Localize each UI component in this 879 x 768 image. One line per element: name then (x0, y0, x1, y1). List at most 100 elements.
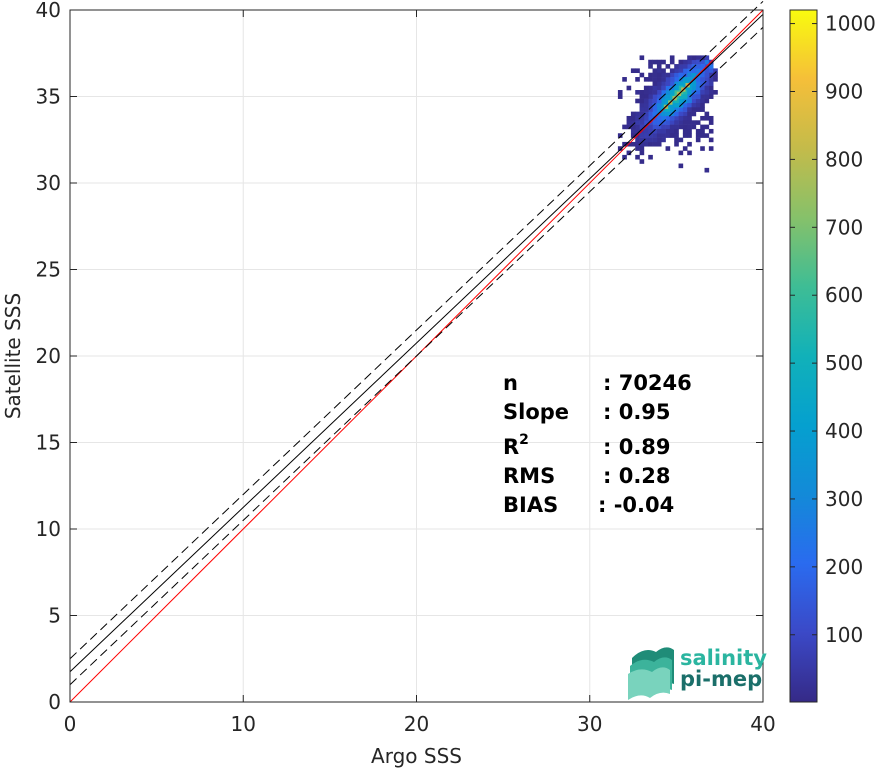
density-cell (648, 85, 653, 91)
density-cell (617, 90, 623, 95)
density-cell (669, 72, 675, 78)
density-cell (678, 85, 684, 91)
density-cell (635, 141, 640, 147)
density-cell (665, 72, 671, 78)
x-tick-label: 10 (231, 712, 256, 736)
density-cell (665, 77, 671, 82)
density-cell (674, 133, 679, 138)
density-cell (648, 111, 653, 117)
density-cell (635, 124, 640, 130)
y-tick-label: 25 (36, 258, 61, 282)
stat-rms-label: RMS (503, 464, 555, 488)
density-cell (661, 72, 666, 78)
density-cell (661, 85, 666, 91)
density-cell (704, 77, 710, 82)
density-cell (656, 124, 662, 130)
density-cell (669, 90, 675, 95)
y-tick-label: 40 (36, 0, 61, 22)
density-cell (678, 137, 684, 143)
stat-bias-label: BIAS (503, 493, 558, 517)
density-cell (678, 98, 684, 104)
density-cell (648, 64, 653, 69)
colorbar-tick-label: 700 (825, 215, 863, 239)
density-cell (682, 120, 688, 125)
y-tick-label: 5 (48, 604, 61, 628)
x-tick-label: 30 (577, 712, 602, 736)
y-tick-label: 20 (36, 344, 61, 368)
colorbar-tick-label: 900 (825, 79, 863, 103)
density-cell (643, 107, 649, 112)
density-cell (678, 163, 684, 169)
density-cell (691, 98, 697, 104)
density-cell (682, 115, 688, 121)
colorbar-tick-label: 600 (825, 283, 863, 307)
density-cell (622, 124, 627, 130)
density-cell (674, 102, 679, 108)
density-cell (704, 124, 710, 130)
stat-slope-value: : 0.95 (603, 400, 671, 424)
x-tick-label: 40 (750, 712, 775, 736)
density-cell (656, 85, 662, 91)
density-cell (678, 72, 684, 78)
density-cell (652, 98, 658, 104)
density-cell (687, 59, 692, 65)
density-cell (682, 107, 688, 112)
density-cell (695, 98, 701, 104)
density-cell (639, 133, 645, 138)
density-cell (656, 133, 662, 138)
y-tick-label: 30 (36, 171, 61, 195)
density-cell (687, 98, 692, 104)
density-cell (648, 128, 653, 134)
density-cell (643, 141, 649, 147)
density-cell (708, 115, 714, 121)
density-cell (700, 98, 705, 104)
density-cell (695, 137, 701, 143)
density-cell (630, 111, 636, 117)
density-cell (626, 124, 632, 130)
density-cell (648, 90, 653, 95)
density-cell (687, 77, 692, 82)
density-cell (669, 120, 675, 125)
density-cell (695, 68, 701, 74)
density-cell (704, 98, 710, 104)
density-cell (665, 90, 671, 95)
density-cell (656, 90, 662, 95)
density-cell (691, 124, 697, 130)
y-axis: 0 5 10 15 20 25 30 35 40 (36, 0, 763, 714)
colorbar-axis: 100 200 300 400 500 600 700 800 900 1000 (790, 12, 876, 647)
line-regression-upper (69, 0, 764, 660)
density-cell (695, 77, 701, 82)
density-cell (708, 146, 714, 151)
density-cell (674, 72, 679, 78)
density-cell (700, 102, 705, 108)
density-cell (630, 133, 636, 138)
density-cell (674, 64, 679, 69)
density-cell (648, 94, 653, 99)
density-cell (656, 98, 662, 104)
y-tick-label: 15 (36, 431, 61, 455)
density-cell (635, 137, 640, 143)
density-cell (622, 141, 627, 147)
y-tick-label: 35 (36, 85, 61, 109)
colorbar-tick-label: 400 (825, 419, 863, 443)
density-cell (661, 120, 666, 125)
stat-n-label: n (503, 371, 518, 395)
density-cell (643, 77, 649, 82)
density-cell (665, 85, 671, 91)
density-cell (687, 55, 692, 61)
density-cell (626, 150, 632, 156)
colorbar-tick-label: 500 (825, 351, 863, 375)
density-cell (682, 94, 688, 99)
density-cell (682, 102, 688, 108)
density-cell (713, 68, 718, 74)
density-cell (704, 133, 710, 138)
density-cell (648, 98, 653, 104)
colorbar (789, 9, 818, 703)
stat-slope-label: Slope (503, 400, 569, 424)
density-cell (669, 68, 675, 74)
density-cell (652, 120, 658, 125)
density-cell (678, 115, 684, 121)
density-cell (648, 102, 653, 108)
density-cell (674, 85, 679, 91)
density-cell (626, 85, 632, 91)
